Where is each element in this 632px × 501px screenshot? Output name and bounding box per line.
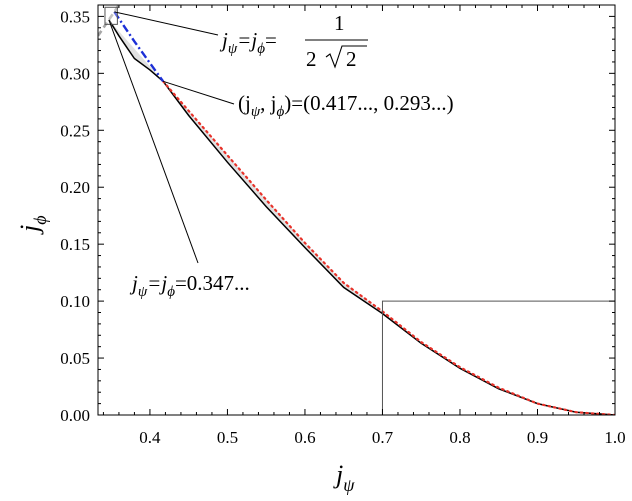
annotation-leader-line	[114, 11, 219, 36]
y-tick-label: 0.05	[60, 349, 90, 368]
annotation-leader-line	[108, 19, 199, 264]
zoom-box-2	[104, 6, 118, 25]
annotation-exact: jψ=jϕ= 1 2 2	[219, 11, 368, 71]
series-dashdot-line	[113, 11, 165, 83]
annotation-frac-denominator: 2	[306, 47, 317, 71]
y-tick-label: 0.25	[60, 121, 90, 140]
y-tick-label: 0.20	[60, 178, 90, 197]
shaded-region-layer	[108, 19, 615, 415]
annotation-cusp-point: (jψ, jϕ)=(0.417..., 0.293...)	[238, 91, 454, 120]
tick-layer: 0.4 0.5 0.6 0.7 0.8 0.9 1.0 0.00 0.05 0.10 0.15 0.2…	[60, 5, 626, 447]
series-layer	[98, 5, 615, 415]
x-axis-title: jψ	[333, 460, 355, 495]
annotation-leader-line	[162, 80, 235, 105]
inset-box-layer	[104, 6, 616, 416]
annotation-frac-root: 2	[346, 47, 357, 71]
x-tick-label: 1.0	[604, 428, 625, 447]
y-tick-label: 0.30	[60, 64, 90, 83]
sqrt-icon	[325, 45, 367, 69]
x-tick-label: 0.5	[217, 428, 238, 447]
y-axis-title: jϕ	[15, 215, 50, 235]
annotation-exact-text: jψ=jϕ=	[219, 28, 277, 57]
annotation-numeric-point: jψ=jϕ=0.347...	[129, 271, 250, 300]
x-tick-label: 0.7	[372, 428, 394, 447]
x-tick-label: 0.6	[294, 428, 315, 447]
series-solid-line	[108, 19, 615, 415]
annotation-frac-numerator: 1	[334, 11, 345, 35]
series-dotted-line	[162, 80, 615, 415]
annotation-leader-layer	[108, 11, 235, 264]
x-tick-label: 0.8	[449, 428, 470, 447]
y-tick-label: 0.15	[60, 235, 90, 254]
series-dashed-line	[98, 5, 120, 37]
y-tick-label: 0.35	[60, 7, 90, 26]
y-tick-label: 0.00	[60, 406, 90, 425]
zoom-box-1	[381, 300, 616, 416]
x-tick-label: 0.9	[527, 428, 548, 447]
y-tick-label: 0.10	[60, 292, 90, 311]
shaded-region	[108, 19, 615, 415]
plot-frame	[97, 4, 616, 416]
y-axis-title-group: jϕ	[15, 215, 50, 235]
x-tick-label: 0.4	[139, 428, 161, 447]
